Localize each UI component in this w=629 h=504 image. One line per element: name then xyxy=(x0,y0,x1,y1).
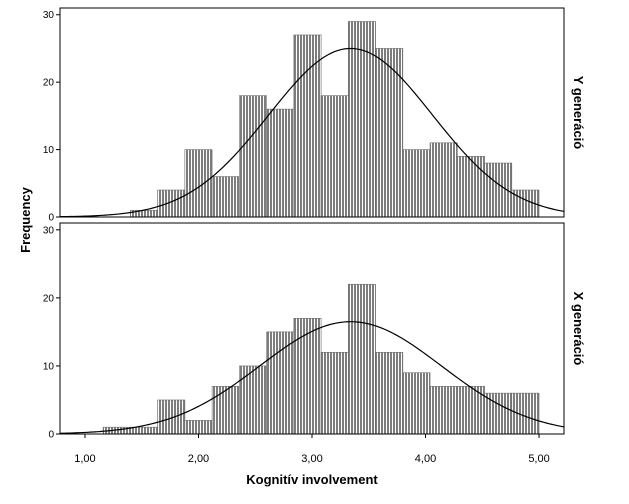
histogram-bar xyxy=(157,399,186,435)
y-tick-label: 30 xyxy=(43,10,55,21)
histogram-bar xyxy=(293,317,322,435)
y-tick-label: 0 xyxy=(48,213,54,224)
y-tick-label: 20 xyxy=(43,293,55,304)
histogram-bar xyxy=(266,331,295,435)
panel-1: 0 10 20 30 Y generáció xyxy=(43,7,586,224)
y-tick-label: 10 xyxy=(43,361,55,372)
x-tick-label: 3,00 xyxy=(301,453,322,465)
x-tick-label: 5,00 xyxy=(528,453,549,465)
y-axis-label: Frequency xyxy=(18,186,33,253)
histogram-bar xyxy=(320,95,349,218)
x-tick-label: 1,00 xyxy=(74,453,95,465)
panel-label: Y generáció xyxy=(571,76,586,150)
histogram-bar xyxy=(348,283,376,435)
histogram-bar xyxy=(348,21,376,218)
histogram-bar xyxy=(429,386,458,435)
histogram-bar xyxy=(239,365,267,435)
x-axis-label: Kognitív involvement xyxy=(246,472,378,487)
histogram-bar xyxy=(130,209,158,218)
histogram-bar xyxy=(456,156,485,218)
normal-curve xyxy=(59,47,565,218)
histogram-bar xyxy=(266,108,295,218)
histogram-bar xyxy=(402,372,431,435)
histogram-bar xyxy=(429,142,458,218)
histogram-bar xyxy=(375,48,404,218)
histogram-bar xyxy=(320,352,349,435)
histogram-bar xyxy=(211,386,240,435)
histogram-bar xyxy=(511,392,540,435)
histogram-bar xyxy=(157,189,186,218)
x-tick-label: 2,00 xyxy=(188,453,209,465)
histogram-bar xyxy=(402,149,431,218)
histogram-bar xyxy=(375,352,404,435)
normal-curve xyxy=(59,321,565,434)
y-tick-label: 10 xyxy=(43,145,55,156)
y-tick-label: 0 xyxy=(48,430,54,441)
histogram-bar xyxy=(239,95,267,218)
histogram-bar xyxy=(293,34,322,218)
histogram-bar xyxy=(211,176,240,218)
panel-label: X generáció xyxy=(571,292,586,366)
histogram-bar xyxy=(130,426,158,435)
panel-2: 0 10 20 30 X generáció xyxy=(43,222,586,441)
histogram-bar xyxy=(184,420,213,435)
x-tick-label: 4,00 xyxy=(415,453,436,465)
panel-frame xyxy=(59,7,565,218)
histogram-bar xyxy=(184,149,213,218)
y-tick-label: 30 xyxy=(43,225,55,236)
y-tick-label: 20 xyxy=(43,78,55,89)
